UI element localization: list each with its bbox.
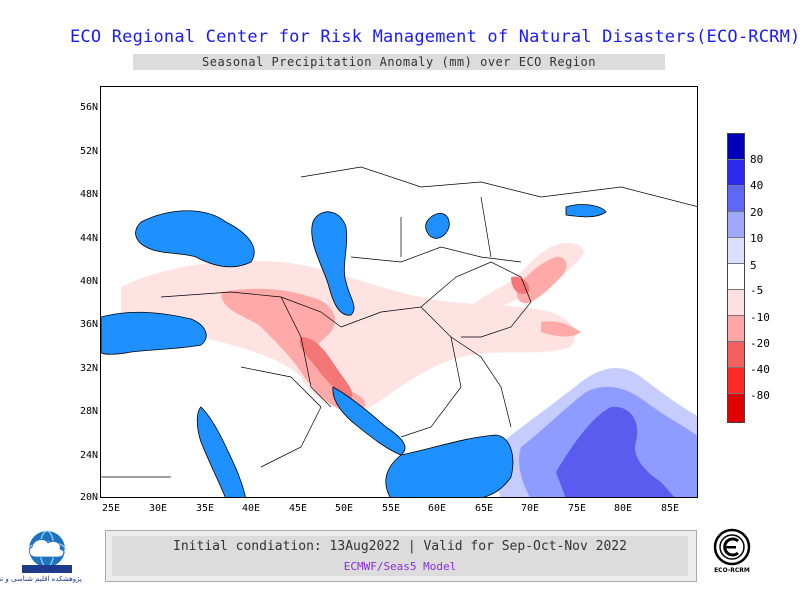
dry-strong-region-2 [511,276,530,294]
lon-label: 60E [427,503,447,514]
legend-swatch [728,368,744,394]
lat-label: 20N [79,492,98,503]
legend-swatch [728,212,744,238]
aral-sea [425,213,450,239]
border-kazakh-south [400,196,492,258]
wet-anomaly-layer [493,367,697,497]
lon-label: 50E [334,503,354,514]
borders-layer [101,166,697,478]
map-area [100,86,698,498]
lat-label: 40N [79,276,98,287]
forecast-validity-text: Initial condiation: 13Aug2022 | Valid fo… [173,539,627,554]
lon-label: 75E [567,503,587,514]
lon-label: 70E [520,503,540,514]
legend-label: -20 [750,337,770,350]
legend-label: 5 [750,259,757,272]
legend-label: -10 [750,311,770,324]
subtitle-bar: Seasonal Precipitation Anomaly (mm) over… [133,54,665,70]
legend-swatch [728,290,744,316]
dry-mid-region-2 [516,256,567,304]
border-iraq [280,296,332,408]
legend-label: 20 [750,206,764,219]
lat-label: 32N [79,363,98,374]
caspian-sea [311,211,355,316]
legend-swatch [728,134,744,160]
lon-label: 40E [241,503,261,514]
lon-label: 30E [148,503,168,514]
wet-strong-region [556,406,675,497]
legend-label: 10 [750,232,764,245]
lat-label: 44N [79,233,98,244]
water-layer [101,204,607,497]
lon-label: 35E [195,503,215,514]
legend-label: -40 [750,363,770,376]
black-sea [135,210,255,268]
dry-mid-region-3 [541,321,581,337]
border-central-asia [350,246,522,263]
legend-swatch [728,394,744,422]
dry-strong-region [299,337,353,399]
color-legend [727,133,745,423]
lat-label: 48N [79,189,98,200]
globe-cloud-icon [22,530,72,573]
legend-swatch [728,238,744,264]
legend-label: 80 [750,153,764,166]
legend-swatch [728,264,744,290]
map-subtitle: Seasonal Precipitation Anomaly (mm) over… [202,55,596,69]
border-kazakhstan-north [300,166,697,207]
red-sea [196,406,246,497]
legend-label: -5 [750,284,764,297]
eco-rcrm-label: ECO-RCRM [714,567,750,574]
model-name-text: ECMWF/Seas5 Model [343,560,457,573]
legend-swatch [728,186,744,212]
lon-label: 45E [288,503,308,514]
lon-label: 55E [381,503,401,514]
lon-label: 85E [660,503,680,514]
lat-label: 52N [79,146,98,157]
legend-swatch [728,316,744,342]
institute-name-text: پژوهشکده اقلیم شناسی و تغییر اقلیم [0,575,82,583]
map-svg [101,166,697,497]
footer-inner: Initial condiation: 13Aug2022 | Valid fo… [112,536,688,576]
map-title: ECO Regional Center for Risk Management … [70,27,800,47]
lat-label: 36N [79,319,98,330]
dry-anomaly-layer [121,242,584,414]
lat-label: 28N [79,406,98,417]
footer-box: Initial condiation: 13Aug2022 | Valid fo… [105,530,697,582]
lat-label: 24N [79,450,98,461]
mediterranean-sea [101,311,207,355]
border-afghanistan [420,261,532,338]
balkhash-lake [565,204,607,218]
eco-rcrm-logo: ECO-RCRM [712,527,752,577]
lon-label: 80E [613,503,633,514]
eco-emblem-icon [713,528,751,566]
border-pakistan [450,336,512,428]
legend-label: 40 [750,179,764,192]
lat-label: 56N [79,102,98,113]
institute-logo: پژوهشکده اقلیم شناسی و تغییر اقلیم [0,527,82,589]
lon-label: 25E [101,503,121,514]
legend-swatch [728,342,744,368]
border-arabia [240,366,322,468]
arabian-sea [385,434,514,497]
lon-label: 65E [474,503,494,514]
legend-swatch [728,160,744,186]
legend-label: -80 [750,389,770,402]
